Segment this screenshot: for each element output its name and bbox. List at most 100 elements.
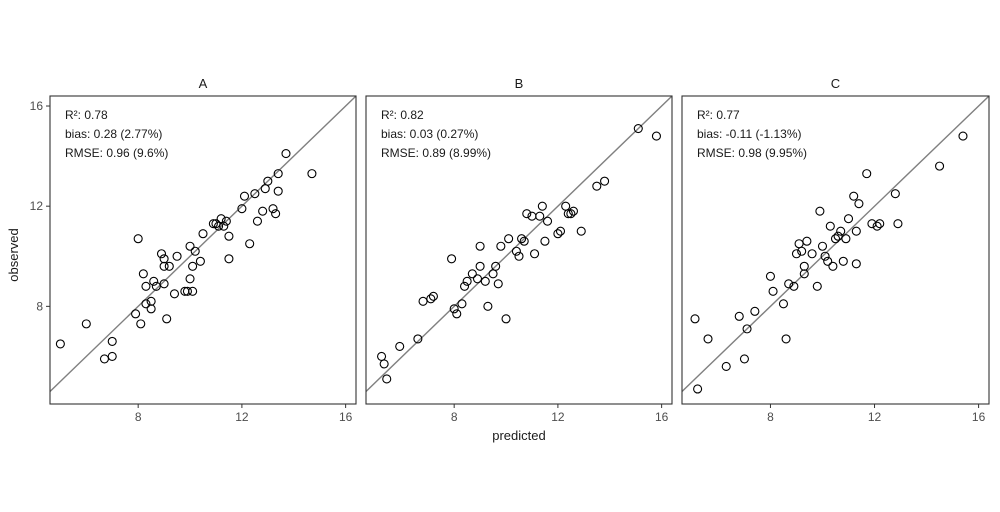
data-point [198,229,208,239]
x-axis-title: predicted [492,428,545,443]
data-point [467,269,477,279]
data-point [164,261,174,271]
data-point [823,256,833,266]
x-tick-label: 8 [135,410,142,424]
panel-a: A 8 12 16 8 12 16 R²: 0.78 bias: 0.28 (2.77%) RMS… [30,76,357,424]
data-point [260,184,270,194]
data-point [475,241,485,251]
data-point [958,131,968,141]
data-point [273,186,283,196]
data-point [797,246,807,256]
data-point [739,354,749,364]
stat-annotation: bias: 0.28 (2.77%) [65,127,162,141]
stat-annotation: R²: 0.78 [65,108,108,122]
data-point [537,201,547,211]
data-point [169,289,180,299]
x-tick-label: 16 [972,410,986,424]
stat-annotation: R²: 0.82 [381,108,424,122]
data-point [146,304,156,314]
y-axis-title: observed [6,228,21,281]
data-point [794,239,804,249]
data-point [576,226,586,236]
data-point [893,219,903,229]
data-point [195,256,205,266]
data-point [459,281,470,291]
panel-border [49,95,357,405]
data-point [784,279,794,289]
stat-annotation: bias: 0.03 (0.27%) [381,127,478,141]
data-point [815,206,825,216]
data-point [138,269,148,279]
data-point [133,234,143,244]
data-point [258,206,268,216]
data-point [379,359,389,369]
data-point [843,214,854,224]
data-point [273,169,283,179]
stat-annotation: RMSE: 0.98 (9.95%) [697,146,807,160]
stat-annotation: R²: 0.77 [697,108,740,122]
data-point [862,169,872,179]
data-point [483,301,493,311]
data-point [188,286,198,296]
data-point [81,319,91,329]
data-point [791,249,802,259]
data-point [428,291,438,301]
data-point [156,249,167,259]
x-tick-label: 8 [451,410,458,424]
data-point [836,226,846,236]
data-point [825,221,835,231]
data-point [131,309,141,319]
data-point [221,216,231,226]
data-point [426,294,436,304]
data-point [530,249,540,259]
data-point [703,334,713,344]
data-point [496,241,506,251]
data-point [875,219,885,229]
data-point [237,204,247,214]
data-point [208,219,218,229]
data-point [841,234,851,244]
x-tick-label: 8 [767,410,774,424]
y-tick-label: 8 [36,299,43,313]
data-point [651,131,661,141]
data-point [778,299,789,309]
data-point [159,254,169,264]
panel-c: C 8 12 16 R²: 0.77 bias: -0.11 (-1.13%) RMSE: … [681,76,990,424]
x-tick-label: 12 [551,410,565,424]
data-point [245,239,255,249]
data-point [540,236,550,246]
data-point [563,209,573,219]
data-point [263,176,273,186]
data-point [162,314,172,324]
data-point [935,161,945,171]
data-point [504,234,514,244]
data-point [395,341,405,351]
data-point [190,246,200,256]
x-tick-label: 16 [339,410,353,424]
panel-label: A [199,76,208,91]
data-point [449,304,459,314]
identity-line [50,96,356,393]
data-point [493,279,503,289]
data-point [488,269,498,279]
panel-b: B 8 12 16 R²: 0.82 bias: 0.03 (0.27%) RMSE: 0.… [365,76,673,424]
x-tick-label: 16 [655,410,669,424]
data-point [252,216,263,226]
data-point [781,334,791,344]
data-point [742,324,752,334]
data-point [535,211,545,221]
data-point [561,201,571,211]
data-point [172,251,182,261]
data-point [224,254,234,264]
data-point [185,241,195,251]
data-point [514,251,524,261]
data-point [854,199,864,209]
data-point [452,309,462,319]
data-point [107,336,117,346]
data-point [182,286,192,296]
data-point [224,231,234,241]
data-point [519,236,529,246]
data-point [418,296,428,306]
data-point [382,374,392,384]
